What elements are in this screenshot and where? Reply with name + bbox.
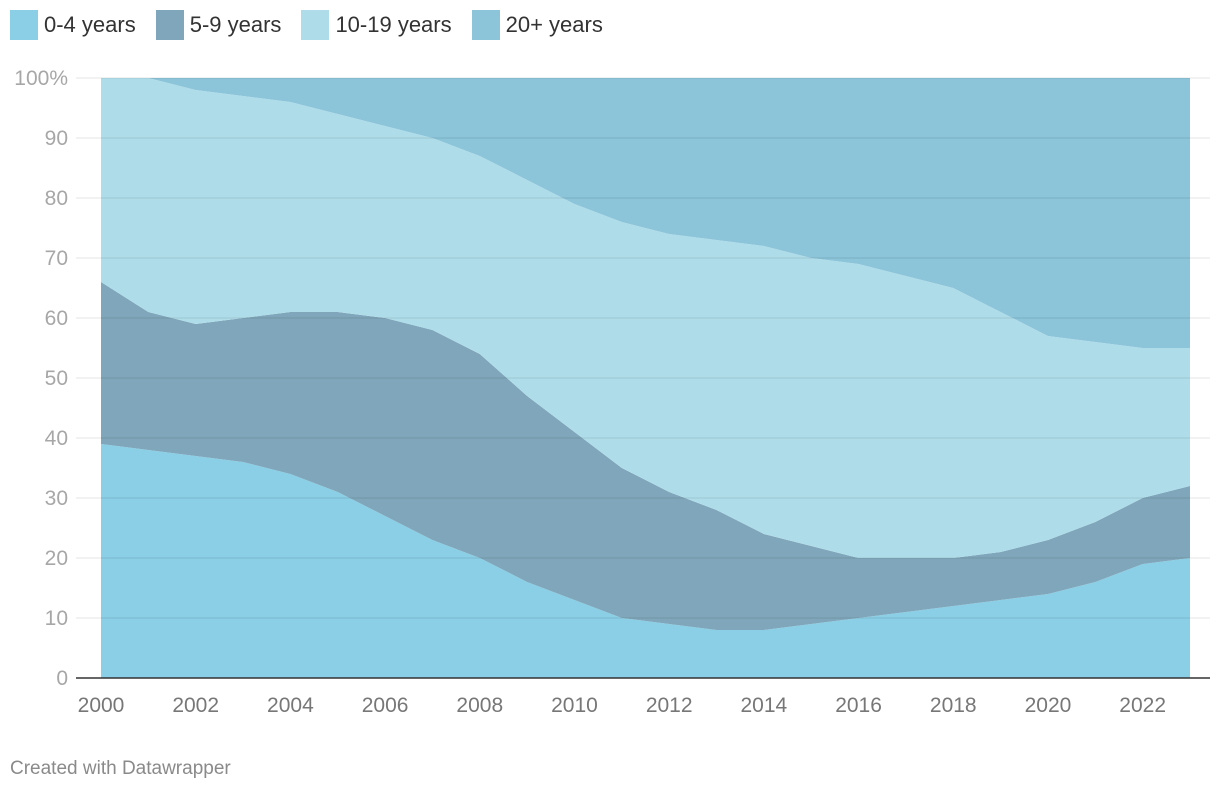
x-tick-label: 2002 [172,694,219,717]
y-axis-labels: 0 10 20 30 40 50 60 70 80 90 100% [14,67,68,690]
y-tick-label: 60 [45,307,68,330]
credit-text: Created with Datawrapper [10,758,231,779]
area-series-2 [101,78,1190,558]
legend-label: 10-19 years [335,12,452,37]
x-tick-label: 2016 [835,694,882,717]
y-gridlines [76,77,1210,619]
x-tick-label: 2018 [930,694,977,717]
x-axis-labels: 2000 2002 2004 2006 2008 2010 2012 2014 2016 2018… [78,694,1166,717]
y-tick-label: 20 [45,547,68,570]
legend-item-2: 10-19 years [301,10,452,40]
area-series-0 [101,444,1190,678]
y-tick-label: 0 [56,667,68,690]
area-layers [101,78,1190,678]
y-tick-label: 40 [45,427,68,450]
x-tick-label: 2000 [78,694,125,717]
y-tick-label: 30 [45,487,68,510]
legend-item-0: 0-4 years [10,10,136,40]
x-tick-label: 2012 [646,694,693,717]
legend-swatch [301,10,330,40]
x-tick-label: 2014 [741,694,788,717]
legend-swatch [471,10,500,40]
area-series-1 [101,282,1190,630]
y-tick-label: 100% [14,67,68,90]
y-tick-label: 90 [45,127,68,150]
legend-swatch [155,10,184,40]
y-tick-label: 50 [45,367,68,390]
x-tick-label: 2008 [456,694,503,717]
x-tick-label: 2006 [362,694,409,717]
chart-legend: 0-4 years 5-9 years 10-19 years 20+ years [10,10,623,40]
legend-item-1: 5-9 years [155,10,282,40]
legend-label: 5-9 years [189,12,282,37]
legend-swatch [10,10,38,40]
legend-label: 0-4 years [44,12,136,37]
x-tick-label: 2010 [551,694,598,717]
x-tick-label: 2022 [1119,694,1166,717]
legend-label: 20+ years [505,12,603,37]
y-tick-label: 80 [45,187,68,210]
x-tick-label: 2020 [1025,694,1072,717]
x-tick-label: 2004 [267,694,314,717]
y-tick-label: 70 [45,247,68,270]
legend-item-3: 20+ years [471,10,603,40]
area-series-3 [101,78,1190,348]
y-tick-label: 10 [45,607,68,630]
